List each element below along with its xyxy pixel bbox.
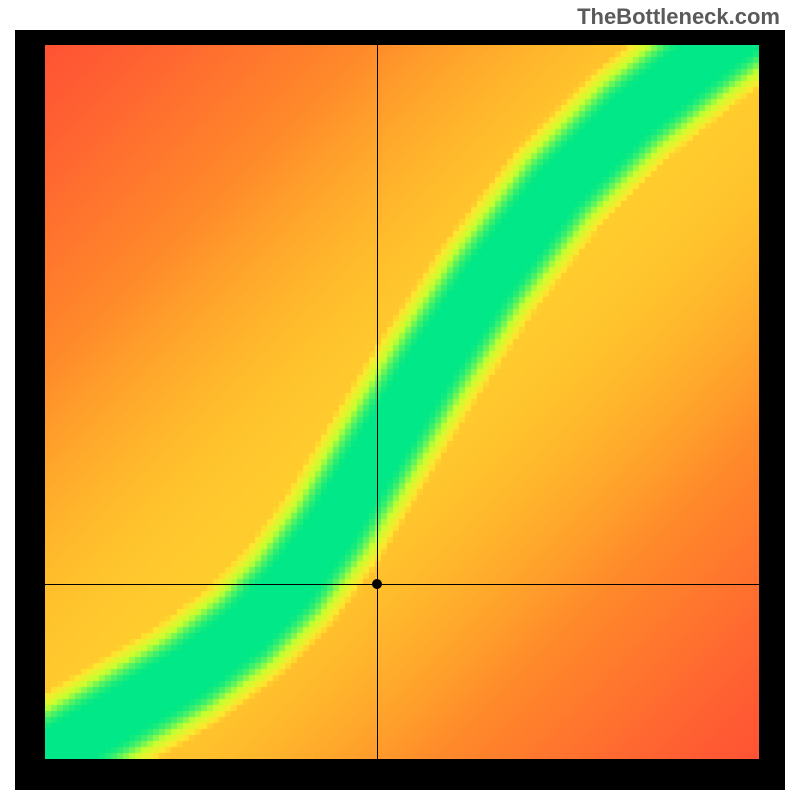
watermark-text: TheBottleneck.com	[577, 4, 780, 30]
plot-outer-frame	[15, 30, 785, 790]
heatmap-canvas	[45, 45, 759, 759]
crosshair-marker	[372, 579, 382, 589]
plot-area	[45, 45, 759, 759]
crosshair-horizontal	[45, 584, 759, 585]
crosshair-vertical	[377, 45, 378, 759]
